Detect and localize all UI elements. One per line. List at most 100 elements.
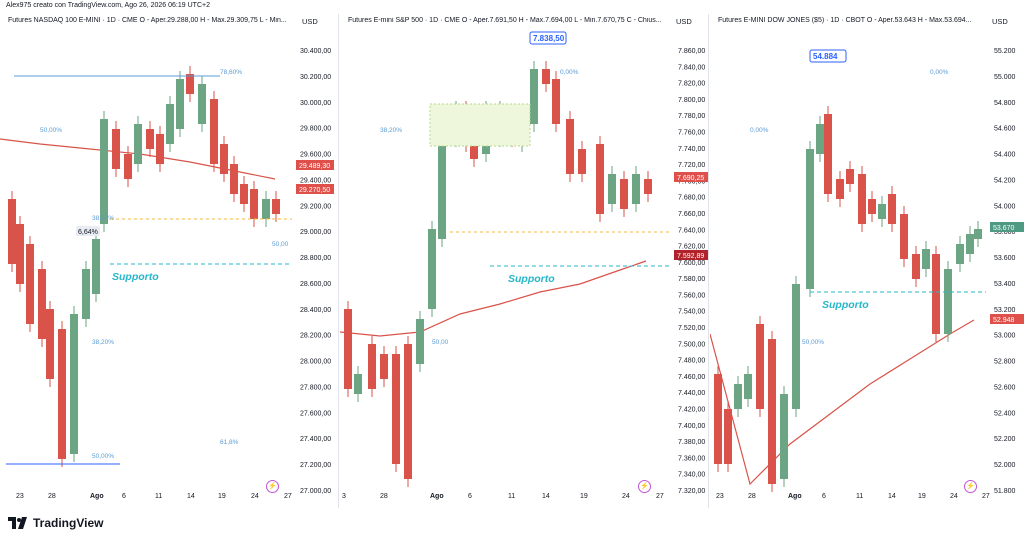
- chart-panel-nasdaq[interactable]: Futures NASDAQ 100 E-MINI · 1D · CME O -…: [0, 14, 336, 508]
- price-tag: [296, 160, 334, 170]
- candle-body: [404, 344, 412, 479]
- candle-body: [70, 314, 78, 454]
- price-tick-label: 7.440,00: [678, 390, 705, 397]
- candle-body: [912, 254, 920, 279]
- candle-body: [354, 374, 362, 394]
- price-tag-text: 7.592,89: [677, 253, 704, 260]
- fib-label: 0,00%: [560, 69, 579, 76]
- date-tick-label: 27: [284, 493, 292, 500]
- candle-body: [878, 204, 886, 219]
- candle-body: [578, 149, 586, 174]
- price-tick-label: 7.800,00: [678, 97, 705, 104]
- candle-body: [900, 214, 908, 259]
- price-tick-label: 7.500,00: [678, 341, 705, 348]
- price-tick-label: 28.800,00: [300, 255, 331, 262]
- support-label: Supporto: [508, 273, 555, 285]
- price-tick-label: 53.000: [994, 333, 1016, 340]
- price-chart[interactable]: 30.400,00 30.200,00 30.000,00 29.800,00 29.6…: [0, 14, 336, 508]
- candle-body: [166, 104, 174, 144]
- price-tick-label: 7.380,00: [678, 439, 705, 446]
- fib-label: 38,20%: [92, 215, 114, 222]
- date-tick-label: 27: [656, 493, 664, 500]
- creator-line: Alex975 creato con TradingView.com, Ago …: [6, 2, 210, 9]
- candle-body: [250, 189, 258, 219]
- chart-panel-sp500[interactable]: Futures E-mini S&P 500 · 1D · CME O - Ap…: [340, 14, 708, 508]
- price-chart[interactable]: 55.200 55.000 54.800 54.600 54.400 54.200 54.0…: [710, 14, 1024, 508]
- candle-body: [780, 394, 788, 479]
- price-tick-label: 27.400,00: [300, 436, 331, 443]
- price-tick-label: 7.660,00: [678, 211, 705, 218]
- price-chart[interactable]: 7.860,00 7.840,00 7.820,00 7.800,00 7.780,00…: [340, 14, 708, 508]
- date-tick-label: 24: [251, 493, 259, 500]
- candle-body: [380, 354, 388, 379]
- price-tag: [990, 222, 1024, 232]
- price-tick-label: 29.200,00: [300, 203, 331, 210]
- price-tick-label: 7.340,00: [678, 472, 705, 479]
- price-tick-label: 29.400,00: [300, 177, 331, 184]
- candle-body: [596, 144, 604, 214]
- price-tick-label: 30.000,00: [300, 100, 331, 107]
- chart-panel-dowjones[interactable]: Futures E-MINI DOW JONES ($5) · 1D · CBO…: [710, 14, 1024, 508]
- price-tick-label: 55.000: [994, 74, 1016, 81]
- candle-body: [932, 254, 940, 334]
- date-tick-label: 14: [542, 493, 550, 500]
- candle-body: [756, 324, 764, 409]
- candle-body: [714, 374, 722, 464]
- candle-body: [124, 154, 132, 179]
- candle-body: [58, 329, 66, 459]
- date-tick-label: 24: [950, 493, 958, 500]
- fib-label: 50,00%: [802, 339, 824, 346]
- price-tag: [674, 172, 708, 182]
- date-tick-label: 11: [155, 493, 162, 500]
- candle-body: [552, 79, 560, 124]
- price-tick-label: 30.200,00: [300, 74, 331, 81]
- lightning-icon[interactable]: ⚡: [964, 480, 977, 493]
- price-tick-label: 7.760,00: [678, 129, 705, 136]
- panel-title: Futures E-MINI DOW JONES ($5) · 1D · CBO…: [718, 17, 972, 24]
- percent-badge: [76, 226, 100, 236]
- date-tick-label: 6: [122, 493, 126, 500]
- candle-body: [858, 174, 866, 224]
- candle-body: [38, 269, 46, 339]
- lightning-icon[interactable]: ⚡: [266, 480, 279, 493]
- price-tick-label: 7.520,00: [678, 325, 705, 332]
- candle-body: [836, 179, 844, 199]
- moving-average-line: [710, 319, 975, 486]
- candle-body: [220, 144, 228, 174]
- date-tick-label: 14: [888, 493, 896, 500]
- lightning-icon[interactable]: ⚡: [638, 480, 651, 493]
- price-tick-label: 7.640,00: [678, 227, 705, 234]
- candle-body: [846, 169, 854, 184]
- price-tick-label: 53.400: [994, 281, 1016, 288]
- price-tick-label: 7.540,00: [678, 309, 705, 316]
- price-tick-label: 7.740,00: [678, 146, 705, 153]
- price-tick-label: 7.680,00: [678, 195, 705, 202]
- date-tick-label: 28: [380, 493, 388, 500]
- price-tag: [990, 314, 1024, 324]
- candle-body: [392, 354, 400, 464]
- candle-body: [792, 284, 800, 409]
- date-tick-label: 19: [918, 493, 926, 500]
- price-tick-label: 55.200: [994, 48, 1016, 55]
- price-tick-label: 7.420,00: [678, 407, 705, 414]
- candle-body: [230, 164, 238, 194]
- price-tick-label: 7.320,00: [678, 488, 705, 495]
- candle-body: [966, 234, 974, 254]
- price-tick-label: 53.600: [994, 255, 1016, 262]
- candle-body: [608, 174, 616, 204]
- candle-body: [8, 199, 16, 264]
- candle-body: [176, 79, 184, 129]
- candle-body: [416, 319, 424, 364]
- candle-body: [344, 309, 352, 389]
- date-tick-label: Ago: [90, 493, 104, 500]
- candle-body: [156, 134, 164, 164]
- candle-body: [112, 129, 120, 169]
- candle-body: [868, 199, 876, 214]
- support-label: Supporto: [822, 299, 869, 311]
- candle-body: [956, 244, 964, 264]
- price-tick-label: 54.400: [994, 152, 1016, 159]
- candle-body: [198, 84, 206, 124]
- price-tick-label: 52.600: [994, 384, 1016, 391]
- candle-body: [46, 309, 54, 379]
- fib-label: 78,60%: [220, 69, 242, 76]
